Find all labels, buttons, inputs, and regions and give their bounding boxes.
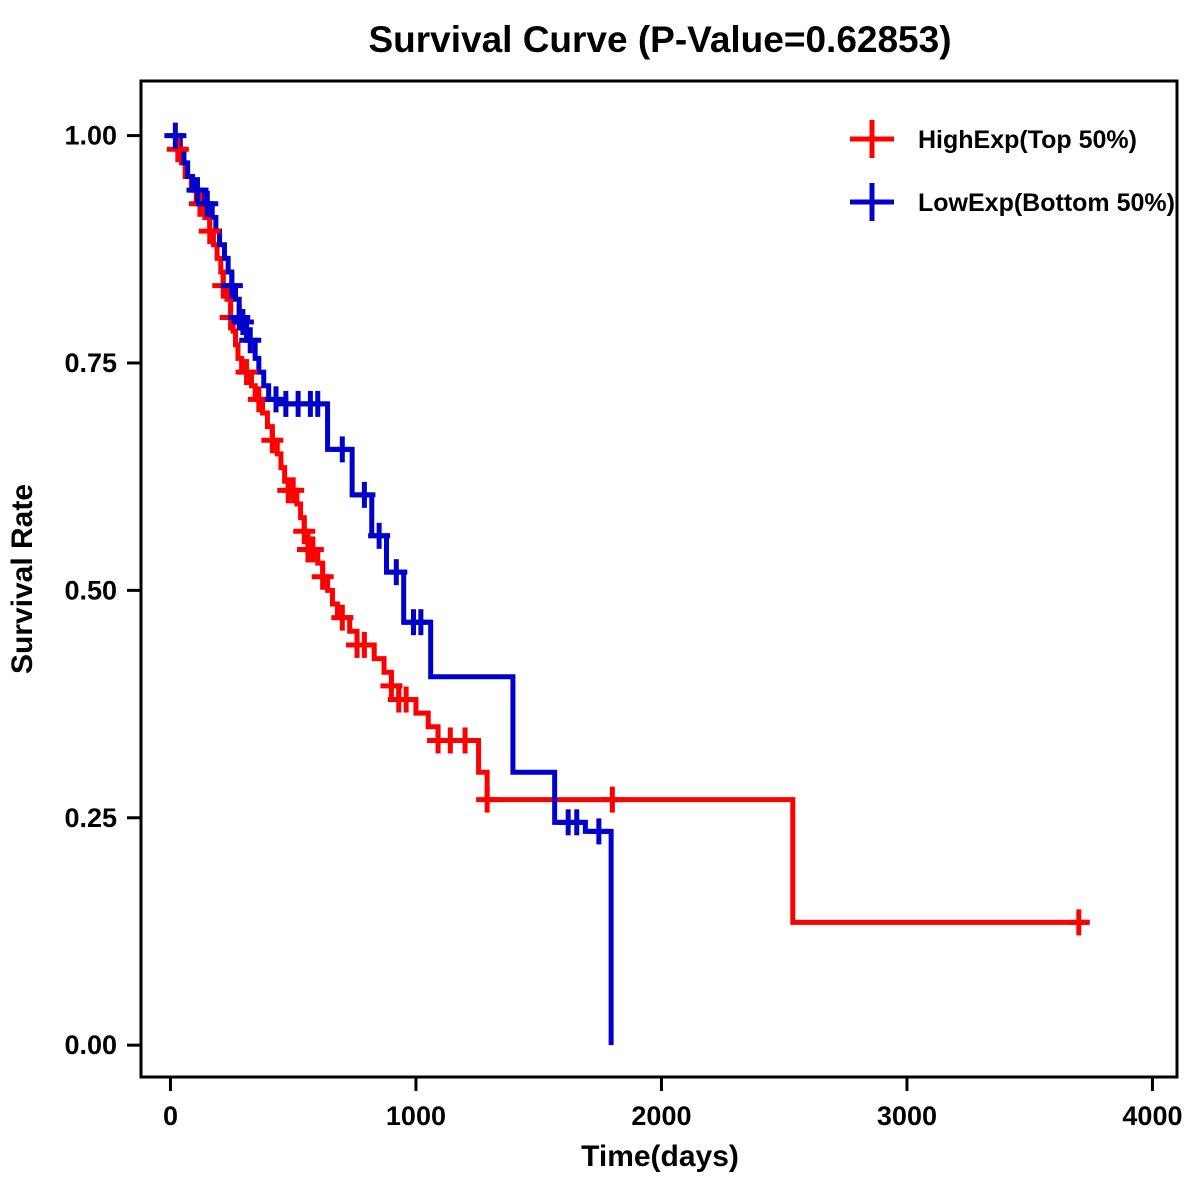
censor-mark	[353, 481, 376, 508]
plus-marker	[850, 120, 894, 158]
x-tick-label: 1000	[386, 1101, 446, 1131]
censor-mark	[261, 427, 284, 454]
censor-mark	[293, 518, 316, 545]
legend-label: HighExp(Top 50%)	[918, 126, 1137, 154]
censor-mark	[601, 786, 624, 813]
legend: HighExp(Top 50%) LowExp(Bottom 50%)	[850, 120, 1175, 221]
censor-mark	[231, 309, 254, 336]
legend-label: LowExp(Bottom 50%)	[918, 189, 1175, 217]
censor-mark	[331, 436, 354, 463]
censor-mark	[282, 477, 305, 504]
censor-mark	[331, 604, 354, 631]
censor-mark	[380, 672, 403, 699]
y-tick-label: 0.75	[64, 348, 117, 378]
y-axis-ticks: 0.00 0.25 0.50 0.75 1.00	[64, 121, 141, 1060]
censor-mark	[565, 809, 588, 836]
series-layer	[170, 133, 1089, 1046]
censor-mark	[368, 522, 391, 549]
censor-mark	[1067, 909, 1090, 936]
censor-mark	[409, 609, 432, 636]
censor-marks-layer	[164, 122, 1090, 936]
legend-item[interactable]: LowExp(Bottom 50%)	[850, 183, 1175, 221]
y-tick-label: 0.25	[64, 803, 117, 833]
y-tick-label: 1.00	[64, 121, 117, 151]
censor-mark	[311, 563, 334, 590]
chart-title: Survival Curve (P-Value=0.62853)	[368, 19, 951, 60]
censor-mark	[306, 390, 329, 417]
x-axis-title: Time(days)	[581, 1140, 739, 1173]
x-tick-label: 2000	[631, 1101, 691, 1131]
censor-mark	[228, 304, 251, 331]
censor-mark	[196, 190, 219, 217]
censor-mark	[239, 327, 262, 354]
censor-mark	[235, 359, 258, 386]
censor-mark	[186, 177, 209, 204]
censor-mark	[587, 818, 610, 845]
censor-mark	[395, 686, 418, 713]
censor-mark	[454, 727, 477, 754]
legend-item[interactable]: HighExp(Top 50%)	[850, 120, 1137, 158]
censor-mark	[164, 122, 187, 149]
survival-step-curve	[170, 133, 614, 1046]
censor-mark	[476, 786, 499, 813]
y-tick-label: 0.00	[64, 1030, 117, 1060]
censor-mark	[353, 631, 376, 658]
x-axis-ticks: 0 1000 2000 3000 4000	[163, 1077, 1182, 1131]
x-tick-label: 0	[163, 1101, 178, 1131]
x-tick-label: 4000	[1122, 1101, 1182, 1131]
censor-mark	[220, 272, 243, 299]
y-tick-label: 0.50	[64, 575, 117, 605]
censor-mark	[385, 559, 408, 586]
plot-area-frame	[139, 79, 1179, 1079]
censor-mark	[301, 536, 324, 563]
x-tick-label: 3000	[877, 1101, 937, 1131]
censor-mark	[198, 218, 221, 245]
plus-marker	[850, 183, 894, 221]
y-axis-title: Survival Rate	[6, 484, 39, 674]
